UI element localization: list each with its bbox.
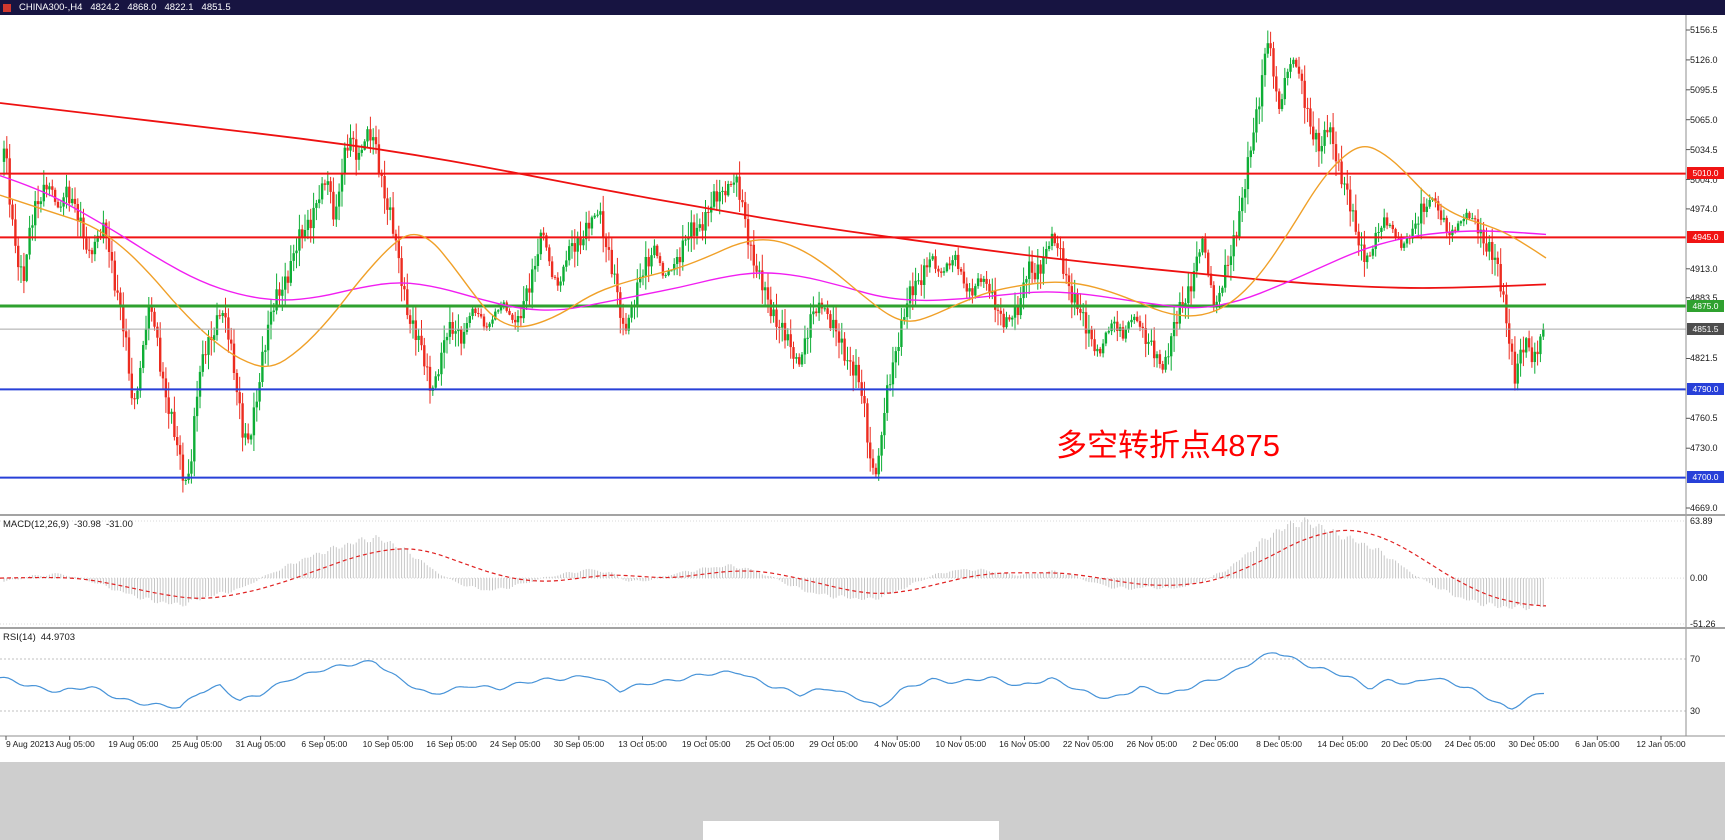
time-tick-label: 19 Oct 05:00	[681, 739, 731, 749]
price-tick-label: 4974.0	[1690, 203, 1718, 214]
chart-title-bar: CHINA300-,H4 4824.2 4868.0 4822.1 4851.5	[0, 0, 1725, 15]
ohlc-open-value: 4824.2	[90, 2, 120, 13]
macd-tick-label: -51.26	[1690, 619, 1716, 629]
price-tick-label: 5156.5	[1690, 25, 1718, 35]
time-tick-label: 14 Dec 05:00	[1317, 739, 1369, 749]
ohlc-high-value: 4868.0	[127, 2, 157, 13]
chart-canvas[interactable]	[0, 0, 1725, 762]
panel-splitter-macd[interactable]	[0, 514, 1725, 516]
price-tick-label: 5034.5	[1690, 144, 1718, 155]
time-tick-label: 24 Sep 05:00	[489, 739, 541, 749]
rsi-name: RSI(14)	[3, 632, 36, 643]
time-tick-label: 9 Aug 2021	[6, 739, 50, 749]
ma-mid-line	[0, 174, 1547, 311]
symbol-period-label: CHINA300-,H4	[19, 2, 83, 13]
footer-white-panel	[703, 821, 999, 840]
time-tick-label: 29 Oct 05:00	[809, 739, 858, 749]
macd-main-value: -30.98	[74, 519, 101, 530]
macd-tick-label: 63.89	[1690, 516, 1713, 526]
price-tick-label: 4760.5	[1690, 413, 1718, 424]
price-tick-label: 4669.0	[1690, 503, 1718, 513]
time-tick-label: 13 Oct 05:00	[618, 739, 667, 749]
time-tick-label: 30 Dec 05:00	[1508, 739, 1559, 749]
hline-price-tag: 4700.0	[1687, 471, 1724, 484]
panel-splitter-rsi[interactable]	[0, 627, 1725, 629]
macd-signal-line	[0, 529, 1547, 607]
rsi-value: 44.9703	[40, 632, 76, 643]
time-tick-label: 25 Aug 05:00	[171, 739, 223, 749]
ohlc-low-value: 4822.1	[164, 2, 194, 13]
rsi-tick-label: 30	[1690, 706, 1701, 716]
time-tick-label: 19 Aug 05:00	[108, 739, 159, 749]
price-tick-label: 5095.5	[1690, 84, 1718, 95]
rsi-line	[0, 652, 1545, 710]
price-tick-label: 5126.0	[1690, 54, 1718, 65]
time-tick-label: 4 Nov 05:00	[874, 739, 921, 749]
macd-name: MACD(12,26,9)	[3, 519, 69, 530]
chart-symbol-icon[interactable]	[3, 3, 11, 12]
time-tick-label: 26 Nov 05:00	[1126, 739, 1178, 749]
price-tick-label: 5065.0	[1690, 114, 1718, 125]
macd-histogram	[3, 517, 1544, 611]
ohlc-close-value: 4851.5	[201, 2, 231, 13]
macd-signal-value: -31.00	[105, 519, 133, 530]
hline-price-tag: 4945.0	[1687, 230, 1724, 243]
time-tick-label: 2 Dec 05:00	[1192, 739, 1239, 749]
hline-price-tag: 4875.0	[1687, 299, 1724, 312]
hline-price-tag: 4790.0	[1687, 382, 1724, 395]
time-tick-label: 20 Dec 05:00	[1381, 739, 1432, 749]
time-tick-label: 16 Sep 05:00	[426, 739, 477, 749]
ma-slow-line	[0, 102, 1547, 289]
hline-price-tag: 5010.0	[1687, 167, 1724, 180]
rsi-indicator-label: RSI(14) 44.9703	[3, 632, 80, 643]
rsi-tick-label: 70	[1690, 654, 1701, 664]
time-tick-label: 31 Aug 05:00	[235, 739, 286, 749]
macd-tick-label: 0.00	[1690, 573, 1708, 584]
price-tick-label: 5004.0	[1690, 174, 1718, 185]
time-tick-label: 25 Oct 05:00	[745, 739, 795, 749]
current-price-tag: 4851.5	[1687, 322, 1724, 335]
time-tick-label: 6 Sep 05:00	[301, 739, 348, 749]
time-tick-label: 10 Nov 05:00	[935, 739, 987, 749]
time-tick-label: 24 Dec 05:00	[1444, 739, 1496, 749]
time-tick-label: 6 Jan 05:00	[1575, 739, 1620, 749]
time-tick-label: 8 Dec 05:00	[1256, 739, 1302, 749]
footer-area	[0, 762, 1725, 840]
time-tick-label: 22 Nov 05:00	[1062, 739, 1114, 749]
time-axis[interactable]: 9 Aug 2021 13 Aug 05:00 19 Aug 05:00 25 Aug…	[0, 739, 1725, 755]
price-tick-label: 4821.5	[1690, 353, 1718, 364]
macd-indicator-label: MACD(12,26,9) -30.98 -31.00	[3, 519, 138, 530]
time-tick-label: 13 Aug 05:00	[44, 739, 95, 749]
axis-ticks	[5, 29, 1690, 740]
ma-fast-line	[0, 145, 1547, 368]
price-tick-label: 4913.0	[1690, 263, 1718, 274]
time-tick-label: 16 Nov 05:00	[999, 739, 1050, 749]
price-tick-label: 4730.0	[1690, 443, 1718, 454]
pivot-annotation-text: 多空转折点4875	[1056, 428, 1280, 463]
time-tick-label: 12 Jan 05:00	[1636, 739, 1686, 749]
time-tick-label: 30 Sep 05:00	[553, 739, 605, 749]
time-tick-label: 10 Sep 05:00	[362, 739, 414, 749]
candlestick-series	[2, 30, 1545, 493]
price-tick-label: 4883.5	[1690, 292, 1718, 303]
